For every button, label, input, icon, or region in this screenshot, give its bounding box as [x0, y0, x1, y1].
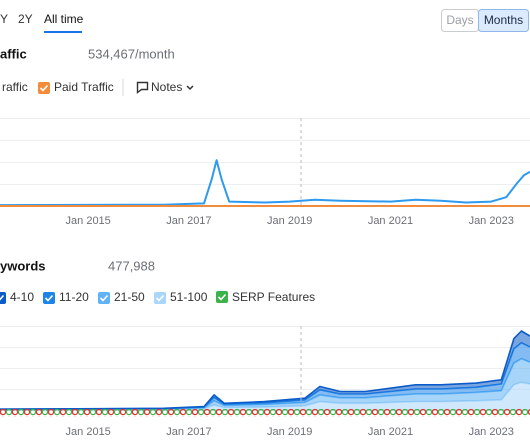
legend-checkbox[interactable]: [38, 82, 50, 94]
notes-label[interactable]: Notes: [151, 80, 182, 94]
check: [217, 293, 227, 301]
legend-label: 11-20: [59, 290, 89, 304]
legend-label: 51-100: [170, 290, 208, 304]
active-underline: [44, 31, 82, 33]
legend-checkbox[interactable]: [98, 292, 110, 304]
x-tick-label: Jan 2023: [469, 426, 514, 438]
range-1y[interactable]: Y: [0, 12, 8, 26]
x-tick-label: Jan 2015: [66, 426, 111, 438]
x-tick-label: Jan 2023: [469, 215, 514, 227]
check: [39, 84, 49, 92]
range-all[interactable]: All time: [44, 12, 84, 26]
traffic-title: affic: [0, 46, 27, 61]
x-tick-label: Jan 2021: [368, 215, 413, 227]
keywords-total: 477,988: [108, 258, 155, 273]
months-label: Months: [484, 13, 523, 27]
notes-icon: [136, 81, 149, 94]
check: [155, 294, 165, 302]
check: [99, 294, 109, 302]
series-area: [0, 342, 530, 410]
series-area: [0, 358, 530, 410]
legend-label: 4-10: [10, 290, 34, 304]
legend-label: 21-50: [114, 290, 145, 304]
x-tick-label: Jan 2017: [166, 215, 211, 227]
series-line: [0, 330, 530, 410]
range-2y[interactable]: 2Y: [18, 12, 33, 26]
x-tick-label: Jan 2019: [267, 426, 312, 438]
chart: [0, 326, 530, 411]
x-tick-label: Jan 2015: [66, 215, 111, 227]
x-tick-label: Jan 2017: [166, 426, 211, 438]
serp-features-row: [0, 409, 530, 417]
x-tick-label: Jan 2021: [368, 426, 413, 438]
months-button[interactable]: [478, 9, 529, 32]
days-label: Days: [446, 13, 473, 27]
chart: [0, 118, 530, 207]
serp-checkbox[interactable]: [216, 291, 228, 303]
traffic-total: 534,467/month: [88, 46, 175, 61]
legend-checkbox[interactable]: [43, 292, 55, 304]
check: [44, 294, 54, 302]
serp-label: SERP Features: [232, 290, 315, 304]
x-tick-label: Jan 2019: [267, 215, 312, 227]
series-area: [0, 331, 530, 410]
legend-label: Paid Traffic: [54, 80, 114, 94]
check: [0, 294, 5, 301]
series-area: [0, 382, 530, 410]
chevron: [186, 85, 194, 91]
keywords-title: ywords: [0, 258, 46, 273]
legend-label: raffic: [2, 80, 28, 94]
legend-checkbox[interactable]: [0, 292, 6, 304]
legend-checkbox[interactable]: [154, 292, 166, 304]
series-line: [0, 159, 530, 207]
